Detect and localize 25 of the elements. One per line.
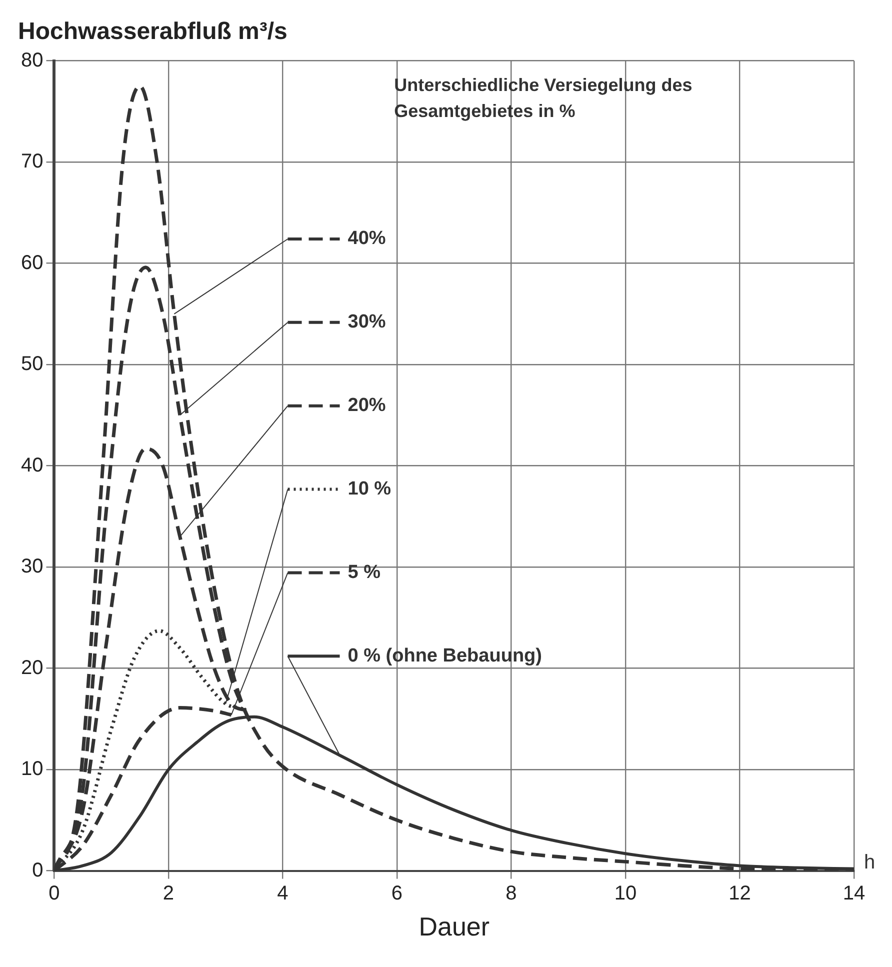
x-tick-label: 10 xyxy=(614,882,637,904)
x-axis-title: Dauer xyxy=(418,912,490,942)
legend-label: 10 % xyxy=(348,478,392,500)
y-tick-label: 40 xyxy=(20,454,44,476)
legend-label: 5 % xyxy=(348,562,381,583)
text: h xyxy=(864,851,876,874)
x-tick-label: 0 xyxy=(48,882,60,904)
y-tick-label: 80 xyxy=(20,49,44,72)
y-tick-label: 50 xyxy=(20,353,44,376)
x-tick-label: 6 xyxy=(391,882,403,904)
y-tick-label: 30 xyxy=(20,556,44,578)
y-tick-label: 60 xyxy=(20,252,44,274)
y-tick-label: 70 xyxy=(20,150,44,173)
legend-label: 30% xyxy=(348,312,386,333)
x-tick-label: 4 xyxy=(277,882,288,904)
y-tick-label: 20 xyxy=(20,656,44,679)
legend-label: 40% xyxy=(348,228,386,250)
legend-label: 20% xyxy=(348,395,386,416)
x-tick-label: 14 xyxy=(842,882,866,904)
y-axis-title: Hochwasserabfluß m³/s xyxy=(18,18,288,46)
y-tick-label: 0 xyxy=(32,859,44,882)
x-tick-label: 12 xyxy=(728,882,751,904)
x-tick-label: 8 xyxy=(506,882,517,904)
x-tick-label: 2 xyxy=(162,882,174,904)
y-tick-label: 10 xyxy=(20,758,44,780)
